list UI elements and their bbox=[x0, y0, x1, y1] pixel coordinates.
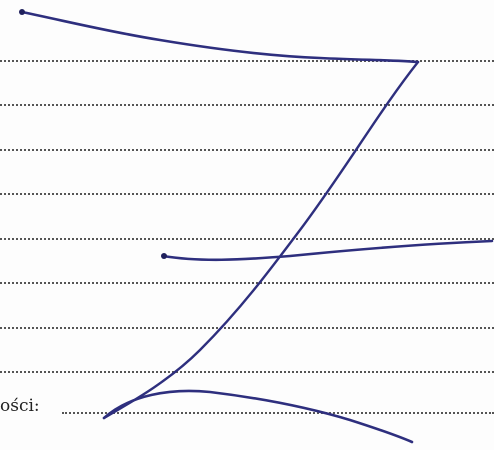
strike-bottom-stroke bbox=[102, 389, 414, 444]
blank-line-8 bbox=[0, 371, 494, 373]
pen-dot-middle bbox=[161, 253, 167, 259]
pen-dot-start bbox=[19, 9, 25, 15]
strike-diagonal-stroke bbox=[102, 60, 420, 420]
strike-middle-stroke bbox=[161, 239, 494, 262]
blank-line-3 bbox=[0, 149, 494, 151]
blank-line-7 bbox=[0, 327, 494, 329]
strike-top-stroke bbox=[20, 10, 420, 64]
field-label: ości: bbox=[0, 396, 42, 416]
blank-line-4 bbox=[0, 193, 494, 195]
blank-line-6 bbox=[0, 282, 494, 284]
blank-line-2 bbox=[0, 104, 494, 106]
blank-line-9 bbox=[62, 412, 494, 414]
blank-line-5 bbox=[0, 238, 494, 240]
blank-line-1 bbox=[0, 60, 494, 62]
